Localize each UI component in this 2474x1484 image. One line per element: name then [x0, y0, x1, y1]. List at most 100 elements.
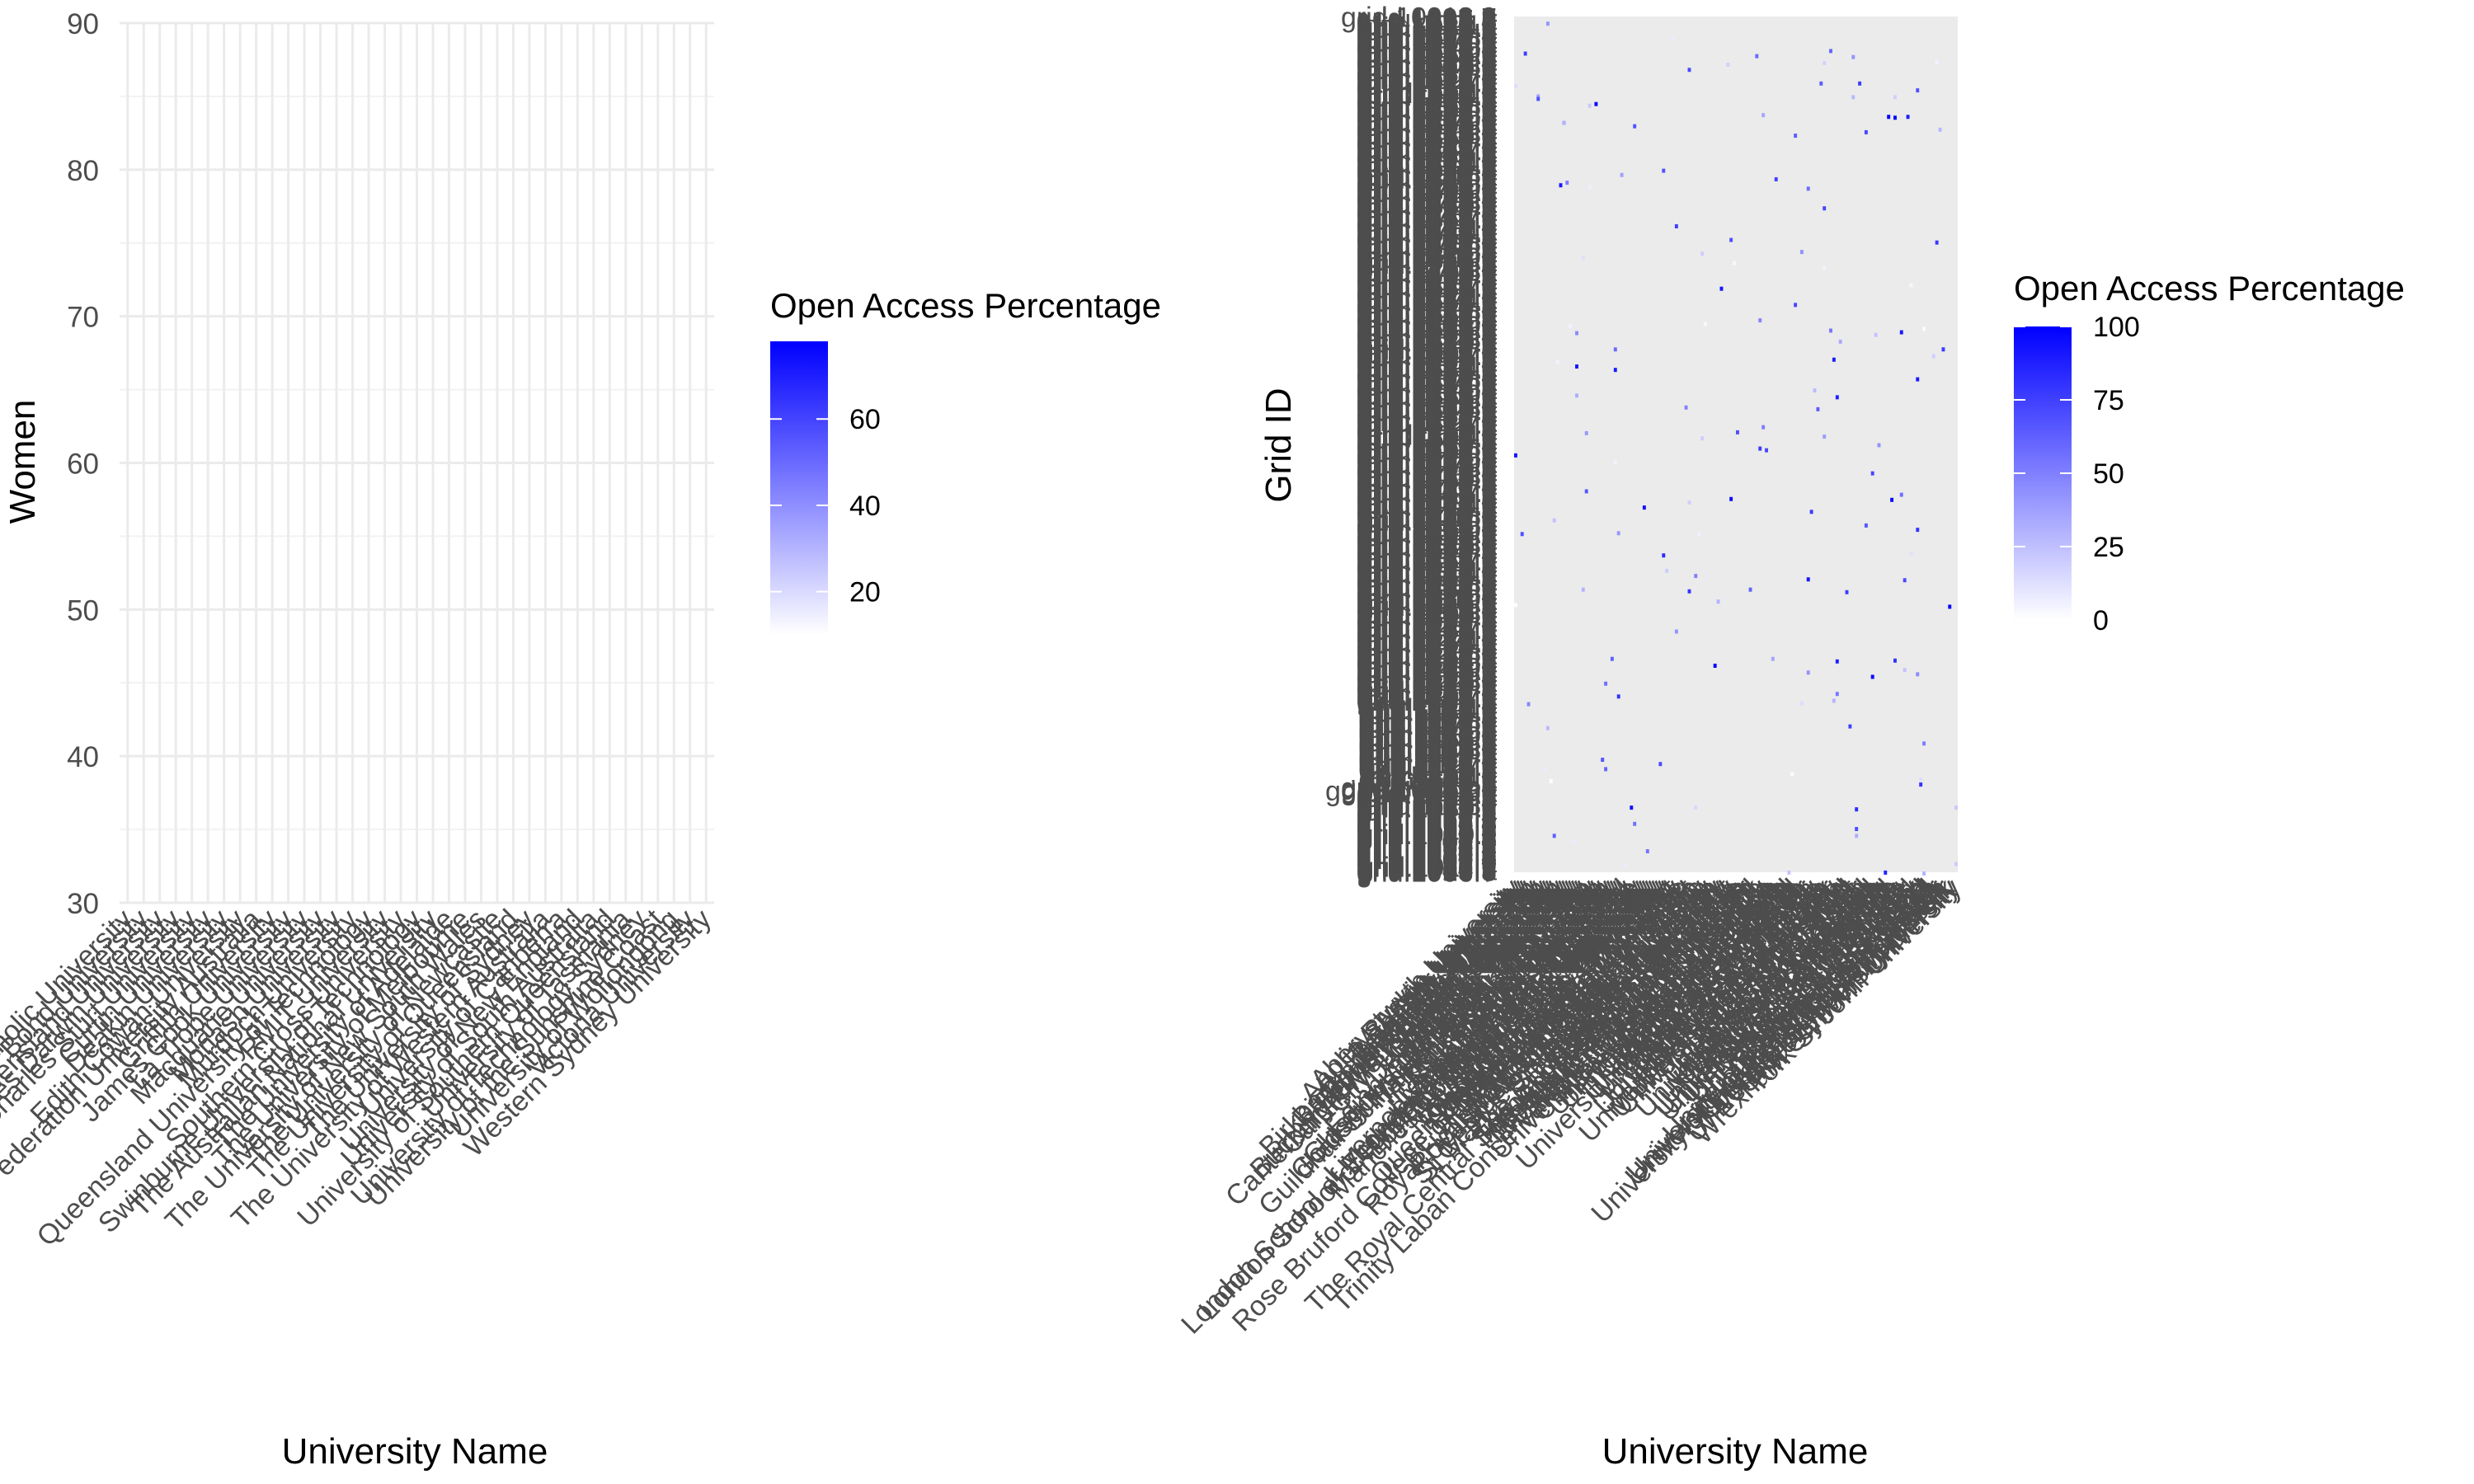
- grid-id-tick-label: grid.1074.6: [1357, 798, 1497, 829]
- grid-id-tick-label: grid.1097.d: [1357, 778, 1497, 810]
- heatmap-tile: [1584, 489, 1588, 494]
- grid-id-tick-label: grid.1305.1: [1357, 596, 1497, 627]
- heatmap-tile: [1774, 176, 1778, 181]
- heatmap-tile: [1794, 303, 1798, 308]
- grid-id-tick-label: grid.1184.8: [1358, 700, 1497, 731]
- heatmap-tile: [1823, 206, 1827, 211]
- grid-id-tick-label: grid.1188.c: [1360, 697, 1497, 728]
- heatmap-tile: [1938, 127, 1942, 132]
- grid-id-tick-label: grid.1087.3: [1357, 787, 1497, 818]
- grid-id-tick-label: grid.1288.0: [1357, 611, 1497, 642]
- grid-id-tick-label: grid.1170.a: [1358, 711, 1497, 743]
- heatmap-tile: [1931, 354, 1935, 359]
- heatmap-tile: [1562, 120, 1566, 125]
- grid-id-tick-label: grid.1358.6: [1357, 551, 1497, 582]
- heatmap-tile: [1700, 436, 1705, 441]
- heatmap-tile: [1633, 124, 1637, 129]
- grid-id-tick-label: grid.1279.7: [1357, 618, 1497, 650]
- gridid-by-university-chart: grid.1006.7grid.1013.3grid.1029.agrid.10…: [1175, 2, 1968, 1472]
- grid-id-tick-label: grid.1009.8: [1357, 843, 1497, 874]
- grid-id-tick-label: grid.1366.e: [1357, 544, 1497, 575]
- grid-id-tick-label: grid.1259.3: [1357, 636, 1497, 667]
- grid-id-tick-label: grid.1106.a: [1358, 767, 1497, 798]
- grid-id-tick-label: grid.1099.f: [1364, 777, 1497, 808]
- grid-id-tick-label: grid.1248.8: [1357, 645, 1497, 676]
- grid-id-tick-label: grid.1360.8: [1357, 549, 1497, 580]
- grid-id-tick-label: grid.1257.1: [1357, 637, 1497, 669]
- grid-id-tick-label: grid.1210.2: [1357, 678, 1497, 709]
- grid-id-tick-label: grid.1005.4: [1357, 844, 1497, 876]
- grid-id-tick-label: grid.1096.c: [1358, 779, 1497, 810]
- grid-id-tick-label: grid.1236.c: [1358, 655, 1497, 687]
- grid-id-tick-label: grid.1065.5: [1357, 805, 1497, 837]
- grid-id-tick-label: grid.1229.5: [1357, 661, 1497, 693]
- grid-id-tick-label: grid.1148.4: [1358, 730, 1497, 762]
- grid-id-tick-label: grid.1289.1: [1357, 610, 1497, 641]
- grid-id-tick-label: grid.1335.f: [1364, 571, 1497, 602]
- heatmap-tile: [1954, 805, 1958, 810]
- heatmap-tile: [1823, 60, 1827, 65]
- heatmap-tile: [1733, 261, 1736, 265]
- grid-id-tick-label: grid.1294.6: [1357, 606, 1497, 637]
- grid-id-tick-label: grid.1013.3: [1357, 856, 1497, 887]
- grid-id-tick-label: grid.1150.6: [1358, 729, 1497, 760]
- heatmap-tile: [1729, 237, 1733, 242]
- heatmap-tile: [1581, 256, 1585, 261]
- grid-id-tick-label: grid.1139.b: [1358, 738, 1497, 769]
- grid-id-tick-label: grid.1321.1: [1357, 583, 1497, 614]
- grid-id-tick-label: grid.1129.1: [1358, 747, 1497, 778]
- grid-id-tick-label: grid.1001.0: [1357, 847, 1497, 878]
- grid-id-tick-label: grid.1359.7: [1357, 550, 1497, 581]
- grid-id-tick-label: grid.1314.a: [1357, 589, 1497, 620]
- grid-id-tick-label: grid.1276.4: [1357, 621, 1497, 652]
- grid-id-tick-label: grid.1262.6: [1357, 633, 1497, 665]
- grid-id-tick-label: grid.1233.9: [1357, 658, 1497, 689]
- grid-id-tick-label: grid.1182.6: [1358, 702, 1497, 733]
- grid-id-tick-label: grid.1113.1: [1361, 760, 1497, 791]
- grid-id-tick-label: grid.1181.5: [1358, 702, 1497, 734]
- grid-id-tick-label: grid.1274.2: [1357, 622, 1497, 654]
- grid-id-tick-label: grid.1307.3: [1357, 594, 1497, 626]
- grid-id-tick-label: grid.1147.3: [1358, 731, 1497, 763]
- heatmap-tile: [1584, 430, 1588, 435]
- grid-id-tick-label: grid.1158.e: [1358, 722, 1497, 754]
- left-legend-colorbar: [770, 341, 828, 635]
- grid-id-tick-label: grid.1068.2: [1357, 803, 1497, 834]
- grid-id-tick-label: grid.1095.b: [1357, 780, 1497, 811]
- grid-id-tick-label: grid.1265.9: [1357, 631, 1497, 662]
- heatmap-tile: [1620, 172, 1624, 177]
- grid-id-tick-label: grid.1212.4: [1357, 676, 1497, 707]
- heatmap-tile: [1855, 827, 1859, 832]
- grid-id-tick-label: grid.1042.7: [1357, 824, 1497, 856]
- grid-id-tick-label: grid.1353.1: [1357, 555, 1497, 586]
- grid-id-tick-label: grid.1165.5: [1358, 716, 1497, 747]
- grid-id-tick-label: grid.1214.6: [1357, 674, 1497, 706]
- grid-id-tick-label: grid.1313.9: [1357, 589, 1497, 621]
- heatmap-tile: [1851, 54, 1856, 59]
- heatmap-tile: [1674, 223, 1678, 228]
- grid-id-tick-label: grid.1105.9: [1358, 768, 1497, 799]
- grid-id-tick-label: grid.1292.4: [1357, 608, 1497, 639]
- grid-id-tick-label: grid.1252.c: [1358, 641, 1497, 673]
- heatmap-tile: [1832, 357, 1836, 362]
- left-legend-title: Open Access Percentage: [770, 286, 1161, 325]
- heatmap-tile: [1572, 839, 1576, 844]
- grid-id-tick-label: grid.1011.1: [1358, 852, 1497, 883]
- grid-id-tick-label: grid.1193.1: [1358, 692, 1497, 723]
- grid-id-tick-label: grid.1272.0: [1357, 624, 1497, 655]
- grid-id-tick-label: grid.1268.c: [1358, 628, 1497, 660]
- grid-id-tick-label: grid.1020.3: [1357, 838, 1497, 869]
- grid-id-tick-label: grid.1089.5: [1357, 785, 1497, 816]
- grid-id-tick-label: grid.1049.c: [1358, 819, 1497, 851]
- heatmap-tile: [1569, 324, 1573, 329]
- heatmap-tile: [1755, 54, 1759, 59]
- grid-id-tick-label: grid.1066.3: [1357, 805, 1497, 836]
- grid-id-tick-label: grid.1234.a: [1357, 657, 1497, 688]
- grid-id-tick-label: grid.1035.2: [1357, 848, 1497, 880]
- grid-id-tick-label: grid.1114.2: [1361, 759, 1497, 791]
- right-chart-x-axis-label: University Name: [1602, 1431, 1869, 1472]
- grid-id-tick-label: grid.1231.7: [1357, 660, 1497, 691]
- right-chart-heatmap-tiles: [1514, 21, 1958, 876]
- grid-id-tick-label: grid.1056.2: [1357, 814, 1497, 845]
